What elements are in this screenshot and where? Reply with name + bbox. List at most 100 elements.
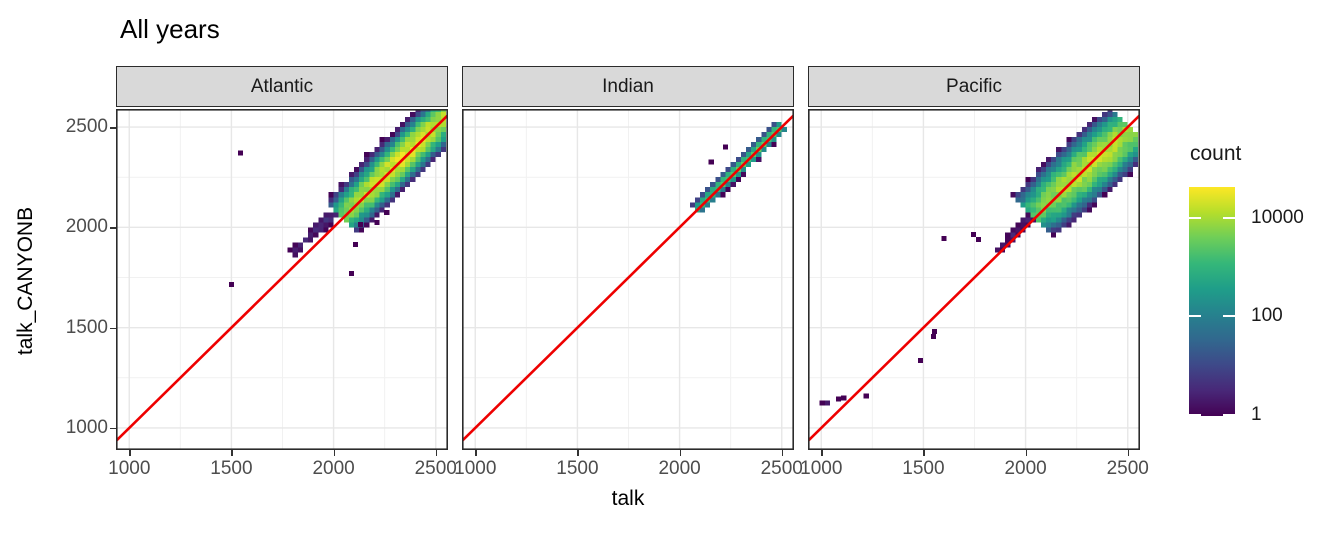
bin	[399, 132, 406, 138]
bin	[348, 217, 355, 223]
bin	[1035, 202, 1041, 208]
bin	[328, 192, 334, 198]
bin	[374, 212, 380, 218]
bin	[1066, 157, 1072, 163]
bin	[1081, 162, 1087, 168]
bin	[1056, 172, 1062, 178]
bin	[394, 127, 400, 133]
bin	[841, 395, 847, 401]
bin	[1051, 167, 1057, 173]
bin	[399, 147, 406, 153]
bin	[1040, 192, 1047, 198]
bin	[1086, 152, 1092, 158]
bin	[394, 182, 400, 188]
bin	[1132, 147, 1138, 153]
bin	[1066, 192, 1072, 198]
x-tick-label: 1500	[902, 458, 945, 479]
bin	[1086, 192, 1092, 198]
bin	[756, 157, 762, 163]
bin	[425, 117, 431, 123]
bin	[708, 159, 714, 165]
bin	[348, 212, 355, 218]
bin	[740, 157, 746, 163]
bin	[359, 192, 365, 198]
x-tick-mark	[333, 450, 336, 456]
bin	[1091, 182, 1098, 188]
x-tick-label: 1000	[800, 458, 843, 479]
bin	[745, 152, 752, 158]
bin	[374, 207, 380, 213]
bin	[1066, 207, 1072, 213]
bin	[700, 207, 706, 213]
bin	[1097, 117, 1103, 123]
y-tick-mark	[110, 327, 116, 330]
bin	[323, 217, 329, 223]
panel-border	[808, 109, 1140, 450]
bin	[1056, 177, 1062, 183]
bin	[761, 132, 767, 138]
bin	[1102, 167, 1108, 173]
bin	[723, 144, 729, 150]
bin	[1030, 207, 1036, 213]
bin	[425, 127, 431, 133]
bin	[394, 157, 400, 163]
bin	[297, 242, 303, 248]
bin	[1117, 127, 1123, 133]
bin	[725, 167, 731, 173]
y-tick-mark	[110, 227, 116, 229]
bin	[399, 152, 406, 158]
bin	[1091, 122, 1098, 128]
bin	[715, 182, 721, 188]
bin	[1112, 177, 1118, 183]
plot-title: All years	[120, 14, 220, 44]
bin	[766, 132, 772, 138]
bin	[384, 137, 390, 143]
bin	[1122, 147, 1128, 153]
bin	[1040, 162, 1047, 168]
identity-line	[462, 114, 794, 442]
bin	[394, 137, 400, 143]
bin	[318, 222, 324, 228]
bin	[338, 202, 344, 208]
bin	[1025, 202, 1031, 208]
bin	[430, 147, 436, 153]
bin	[1056, 162, 1062, 168]
bin	[399, 122, 406, 128]
bin	[1030, 197, 1036, 203]
bin	[359, 177, 365, 183]
bin	[384, 209, 390, 215]
bin	[1081, 152, 1087, 158]
bin	[1117, 157, 1123, 163]
bin	[364, 157, 370, 163]
bins-layer	[228, 109, 446, 288]
bin	[410, 122, 416, 128]
bin	[389, 197, 395, 203]
bin	[364, 162, 370, 168]
bin	[1097, 182, 1103, 188]
bin	[1061, 202, 1067, 208]
bin	[364, 217, 370, 223]
bin	[1086, 167, 1092, 173]
bin	[420, 167, 426, 173]
bin	[1020, 187, 1026, 193]
bin	[941, 235, 947, 241]
bin	[394, 192, 400, 198]
bin	[1035, 192, 1041, 198]
bin	[389, 137, 395, 143]
bin	[389, 187, 395, 193]
bin	[1107, 167, 1113, 173]
bin	[1097, 127, 1103, 133]
bin	[405, 122, 411, 128]
y-tick-label: 1000	[65, 416, 108, 438]
bin	[1071, 157, 1077, 163]
bin	[379, 137, 385, 143]
bin	[1035, 172, 1041, 178]
bin	[720, 187, 726, 193]
bin	[1117, 162, 1123, 168]
bin	[1097, 162, 1103, 168]
bin	[1061, 157, 1067, 163]
bin	[1117, 137, 1123, 143]
bin	[1107, 147, 1113, 153]
bin	[369, 152, 375, 158]
bin	[1097, 167, 1103, 173]
